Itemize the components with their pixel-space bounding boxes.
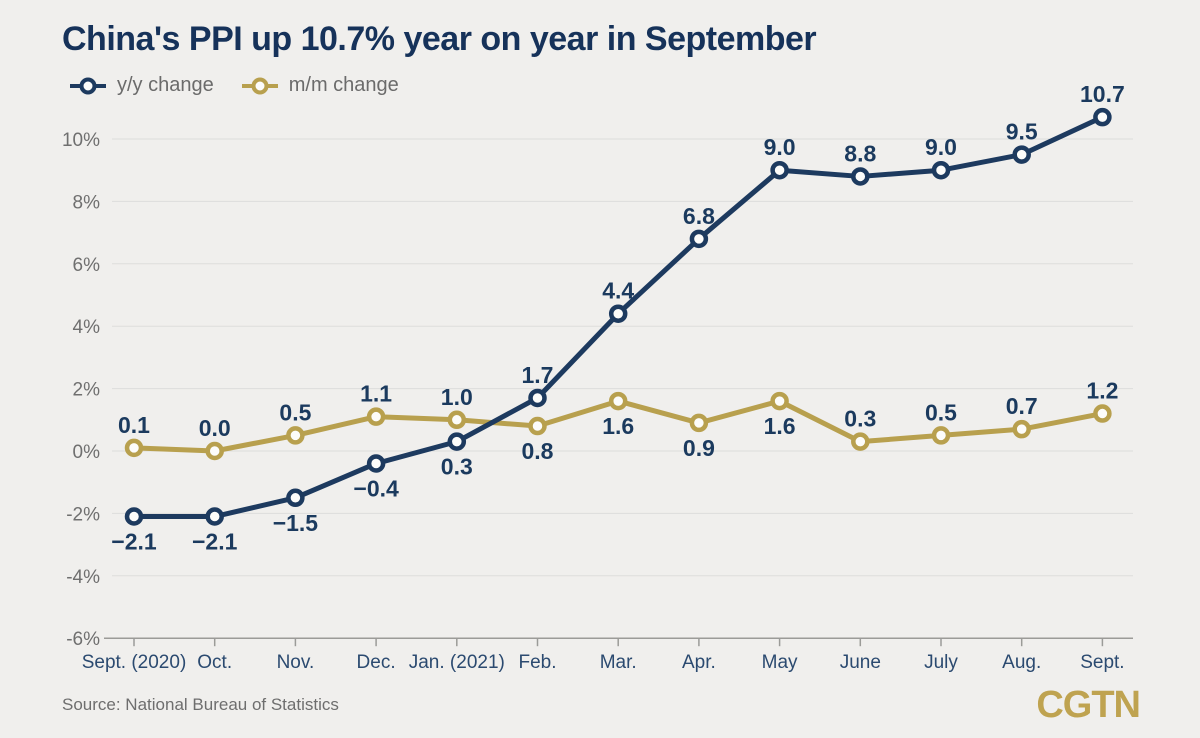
data-label-m-m-change: 1.1 — [360, 381, 392, 407]
data-point-m-m-change — [205, 441, 224, 461]
data-point-y-y-change — [608, 304, 628, 323]
data-label-m-m-change: 1.6 — [602, 413, 634, 439]
data-label-y-y-change: 4.4 — [602, 278, 634, 304]
data-label-y-y-change: −1.5 — [273, 510, 319, 536]
data-point-m-m-change — [770, 391, 789, 411]
data-point-y-y-change — [689, 229, 709, 249]
data-label-m-m-change: 0.1 — [118, 412, 150, 438]
data-point-y-y-change — [205, 507, 224, 526]
x-axis-label: Feb. — [518, 652, 556, 673]
data-label-m-m-change: 1.6 — [764, 413, 796, 439]
data-label-m-m-change: 0.7 — [1006, 393, 1038, 419]
legend-item-yy-change: y/y change — [68, 74, 214, 97]
data-label-m-m-change: 0.5 — [925, 399, 957, 425]
data-point-y-y-change — [931, 160, 951, 180]
y-tick-label: 8% — [73, 192, 101, 213]
data-point-m-m-change — [608, 391, 628, 411]
x-axis-label: July — [924, 652, 958, 673]
data-label-y-y-change: 9.0 — [764, 134, 796, 160]
x-axis-label: Oct. — [197, 652, 232, 673]
data-point-m-m-change — [528, 416, 547, 436]
x-axis-label: Aug. — [1002, 652, 1041, 673]
cgtn-logo: CGTN — [1036, 684, 1141, 726]
data-label-y-y-change: 9.0 — [925, 134, 957, 160]
data-label-y-y-change: 10.7 — [1080, 81, 1125, 107]
data-point-y-y-change — [286, 488, 305, 508]
x-axis-label: Sept. — [1080, 652, 1124, 673]
data-label-m-m-change: 0.0 — [199, 415, 231, 441]
data-label-m-m-change: 0.8 — [522, 438, 554, 464]
y-tick-label: 6% — [73, 255, 101, 276]
data-label-y-y-change: 1.7 — [522, 362, 554, 388]
data-point-m-m-change — [931, 426, 951, 445]
data-point-y-y-change — [1093, 107, 1112, 127]
legend-item-mm-change: m/m change — [240, 74, 399, 97]
data-label-y-y-change: 6.8 — [683, 203, 715, 229]
x-axis-label: Nov. — [277, 652, 315, 673]
y-tick-label: -4% — [66, 567, 100, 588]
data-point-y-y-change — [1012, 145, 1031, 164]
data-label-y-y-change: 0.3 — [441, 454, 473, 480]
data-label-y-y-change: −2.1 — [111, 529, 157, 555]
x-axis-label: Jan. (2021) — [409, 652, 505, 673]
data-point-y-y-change — [851, 167, 870, 186]
data-label-y-y-change: −0.4 — [353, 475, 399, 501]
data-point-m-m-change — [124, 438, 144, 458]
data-label-m-m-change: 0.5 — [279, 399, 311, 425]
y-tick-label: 0% — [73, 442, 101, 463]
data-point-m-m-change — [286, 426, 305, 445]
data-point-m-m-change — [366, 407, 386, 426]
data-point-y-y-change — [366, 454, 386, 473]
legend-label-mm-change: m/m change — [288, 74, 399, 96]
data-label-y-y-change: 9.5 — [1006, 119, 1038, 145]
y-tick-label: 2% — [73, 380, 101, 401]
data-label-y-y-change: 8.8 — [844, 140, 876, 166]
y-tick-label: 10% — [62, 130, 100, 151]
y-tick-label: -2% — [66, 504, 100, 525]
x-axis-label: June — [840, 652, 881, 673]
x-axis-label: May — [762, 652, 798, 673]
data-point-y-y-change — [528, 388, 547, 408]
y-tick-label: -6% — [66, 629, 100, 650]
data-point-m-m-change — [1012, 419, 1031, 439]
x-axis-label: Dec. — [357, 652, 396, 673]
line-circle-marker-icon — [241, 77, 278, 94]
data-point-m-m-change — [1093, 404, 1112, 423]
data-label-m-m-change: 0.9 — [683, 435, 715, 461]
x-axis-label: Mar. — [600, 652, 637, 673]
line-circle-marker-icon — [70, 77, 106, 94]
data-point-y-y-change — [447, 432, 467, 451]
data-point-y-y-change — [770, 160, 789, 180]
data-point-y-y-change — [124, 507, 144, 526]
x-axis-label: Apr. — [682, 652, 716, 673]
legend: y/y change m/m change — [68, 74, 399, 97]
data-point-m-m-change — [851, 432, 870, 451]
data-label-m-m-change: 1.2 — [1086, 378, 1118, 404]
page-title: China's PPI up 10.7% year on year in Sep… — [62, 20, 817, 58]
data-point-m-m-change — [447, 410, 467, 430]
legend-label-yy-change: y/y change — [117, 74, 214, 96]
data-label-m-m-change: 1.0 — [441, 384, 473, 410]
source-note: Source: National Bureau of Statistics — [62, 695, 339, 714]
data-point-m-m-change — [689, 413, 709, 433]
x-axis-label: Sept. (2020) — [82, 652, 187, 673]
data-label-y-y-change: −2.1 — [192, 529, 238, 555]
y-tick-label: 4% — [73, 317, 101, 338]
data-label-m-m-change: 0.3 — [844, 406, 876, 432]
